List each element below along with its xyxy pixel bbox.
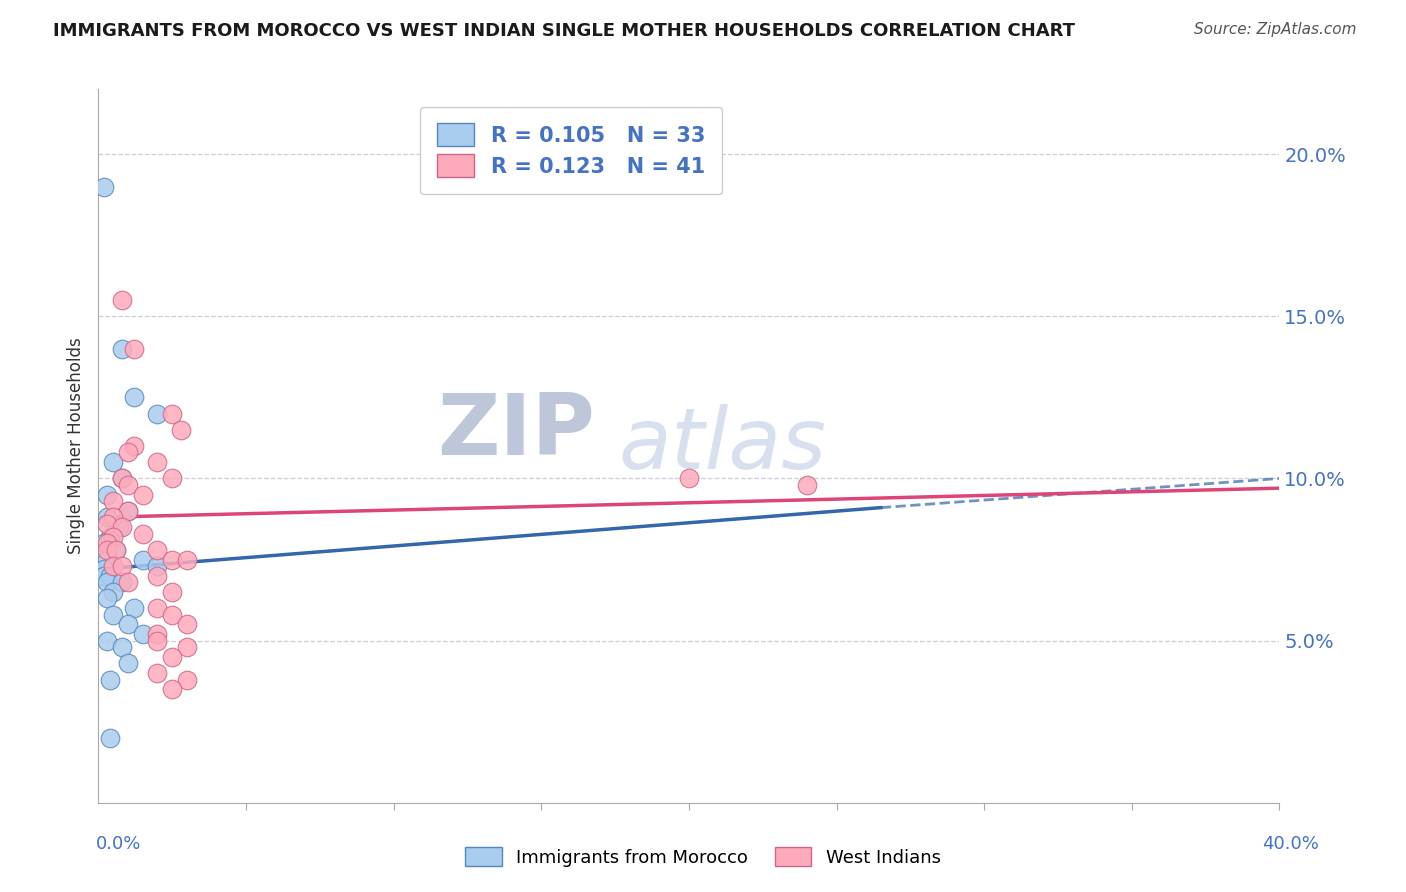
Point [111,293,134,307]
Point [96,488,118,502]
Point [122,342,145,356]
Point [162,585,183,599]
Point [111,520,134,534]
Point [93,179,115,194]
Point [93,568,115,582]
Text: ZIP: ZIP [437,390,595,474]
Point [111,471,134,485]
Point [111,342,134,356]
Point [103,607,125,622]
Point [122,390,145,404]
Legend: R = 0.105   N = 33, R = 0.123   N = 41: R = 0.105 N = 33, R = 0.123 N = 41 [420,107,721,194]
Point [111,575,134,590]
Point [93,536,115,550]
Point [117,575,139,590]
Point [132,627,155,641]
Point [111,471,134,485]
Point [176,617,198,632]
Point [117,617,139,632]
Point [162,607,183,622]
Point [132,488,155,502]
Point [103,585,125,599]
Point [103,530,125,544]
Point [162,471,183,485]
Point [162,682,183,697]
Point [105,542,128,557]
Point [176,673,198,687]
Point [117,504,139,518]
Point [146,568,169,582]
Point [162,649,183,664]
Point [98,568,121,582]
Point [103,559,125,574]
Point [117,478,139,492]
Point [93,562,115,576]
Point [146,559,169,574]
Text: 0.0%: 0.0% [96,835,141,853]
Point [103,494,125,508]
Point [146,627,169,641]
Point [117,445,139,459]
Point [103,455,125,469]
Point [98,673,121,687]
Text: IMMIGRANTS FROM MOROCCO VS WEST INDIAN SINGLE MOTHER HOUSEHOLDS CORRELATION CHAR: IMMIGRANTS FROM MOROCCO VS WEST INDIAN S… [53,22,1076,40]
Point [176,552,198,566]
Point [96,542,118,557]
Point [146,633,169,648]
Point [146,666,169,681]
Point [117,657,139,671]
Point [146,601,169,615]
Point [98,530,121,544]
Point [96,575,118,590]
Point [96,536,118,550]
Point [132,552,155,566]
Text: atlas: atlas [619,404,827,488]
Point [796,478,818,492]
Point [103,559,125,574]
Point [122,439,145,453]
Point [678,471,700,485]
Point [111,559,134,574]
Point [108,520,131,534]
Point [96,510,118,524]
Point [96,516,118,531]
Point [117,504,139,518]
Point [96,552,118,566]
Point [122,601,145,615]
Point [111,640,134,654]
Point [170,423,193,437]
Point [132,526,155,541]
Point [98,731,121,745]
Point [162,407,183,421]
Point [96,633,118,648]
Point [176,640,198,654]
Point [162,552,183,566]
Y-axis label: Single Mother Households: Single Mother Households [66,338,84,554]
Legend: Immigrants from Morocco, West Indians: Immigrants from Morocco, West Indians [458,840,948,874]
Point [103,510,125,524]
Point [105,542,128,557]
Point [146,407,169,421]
Point [146,455,169,469]
Point [146,542,169,557]
Text: Source: ZipAtlas.com: Source: ZipAtlas.com [1194,22,1357,37]
Text: 40.0%: 40.0% [1263,835,1319,853]
Point [96,591,118,606]
